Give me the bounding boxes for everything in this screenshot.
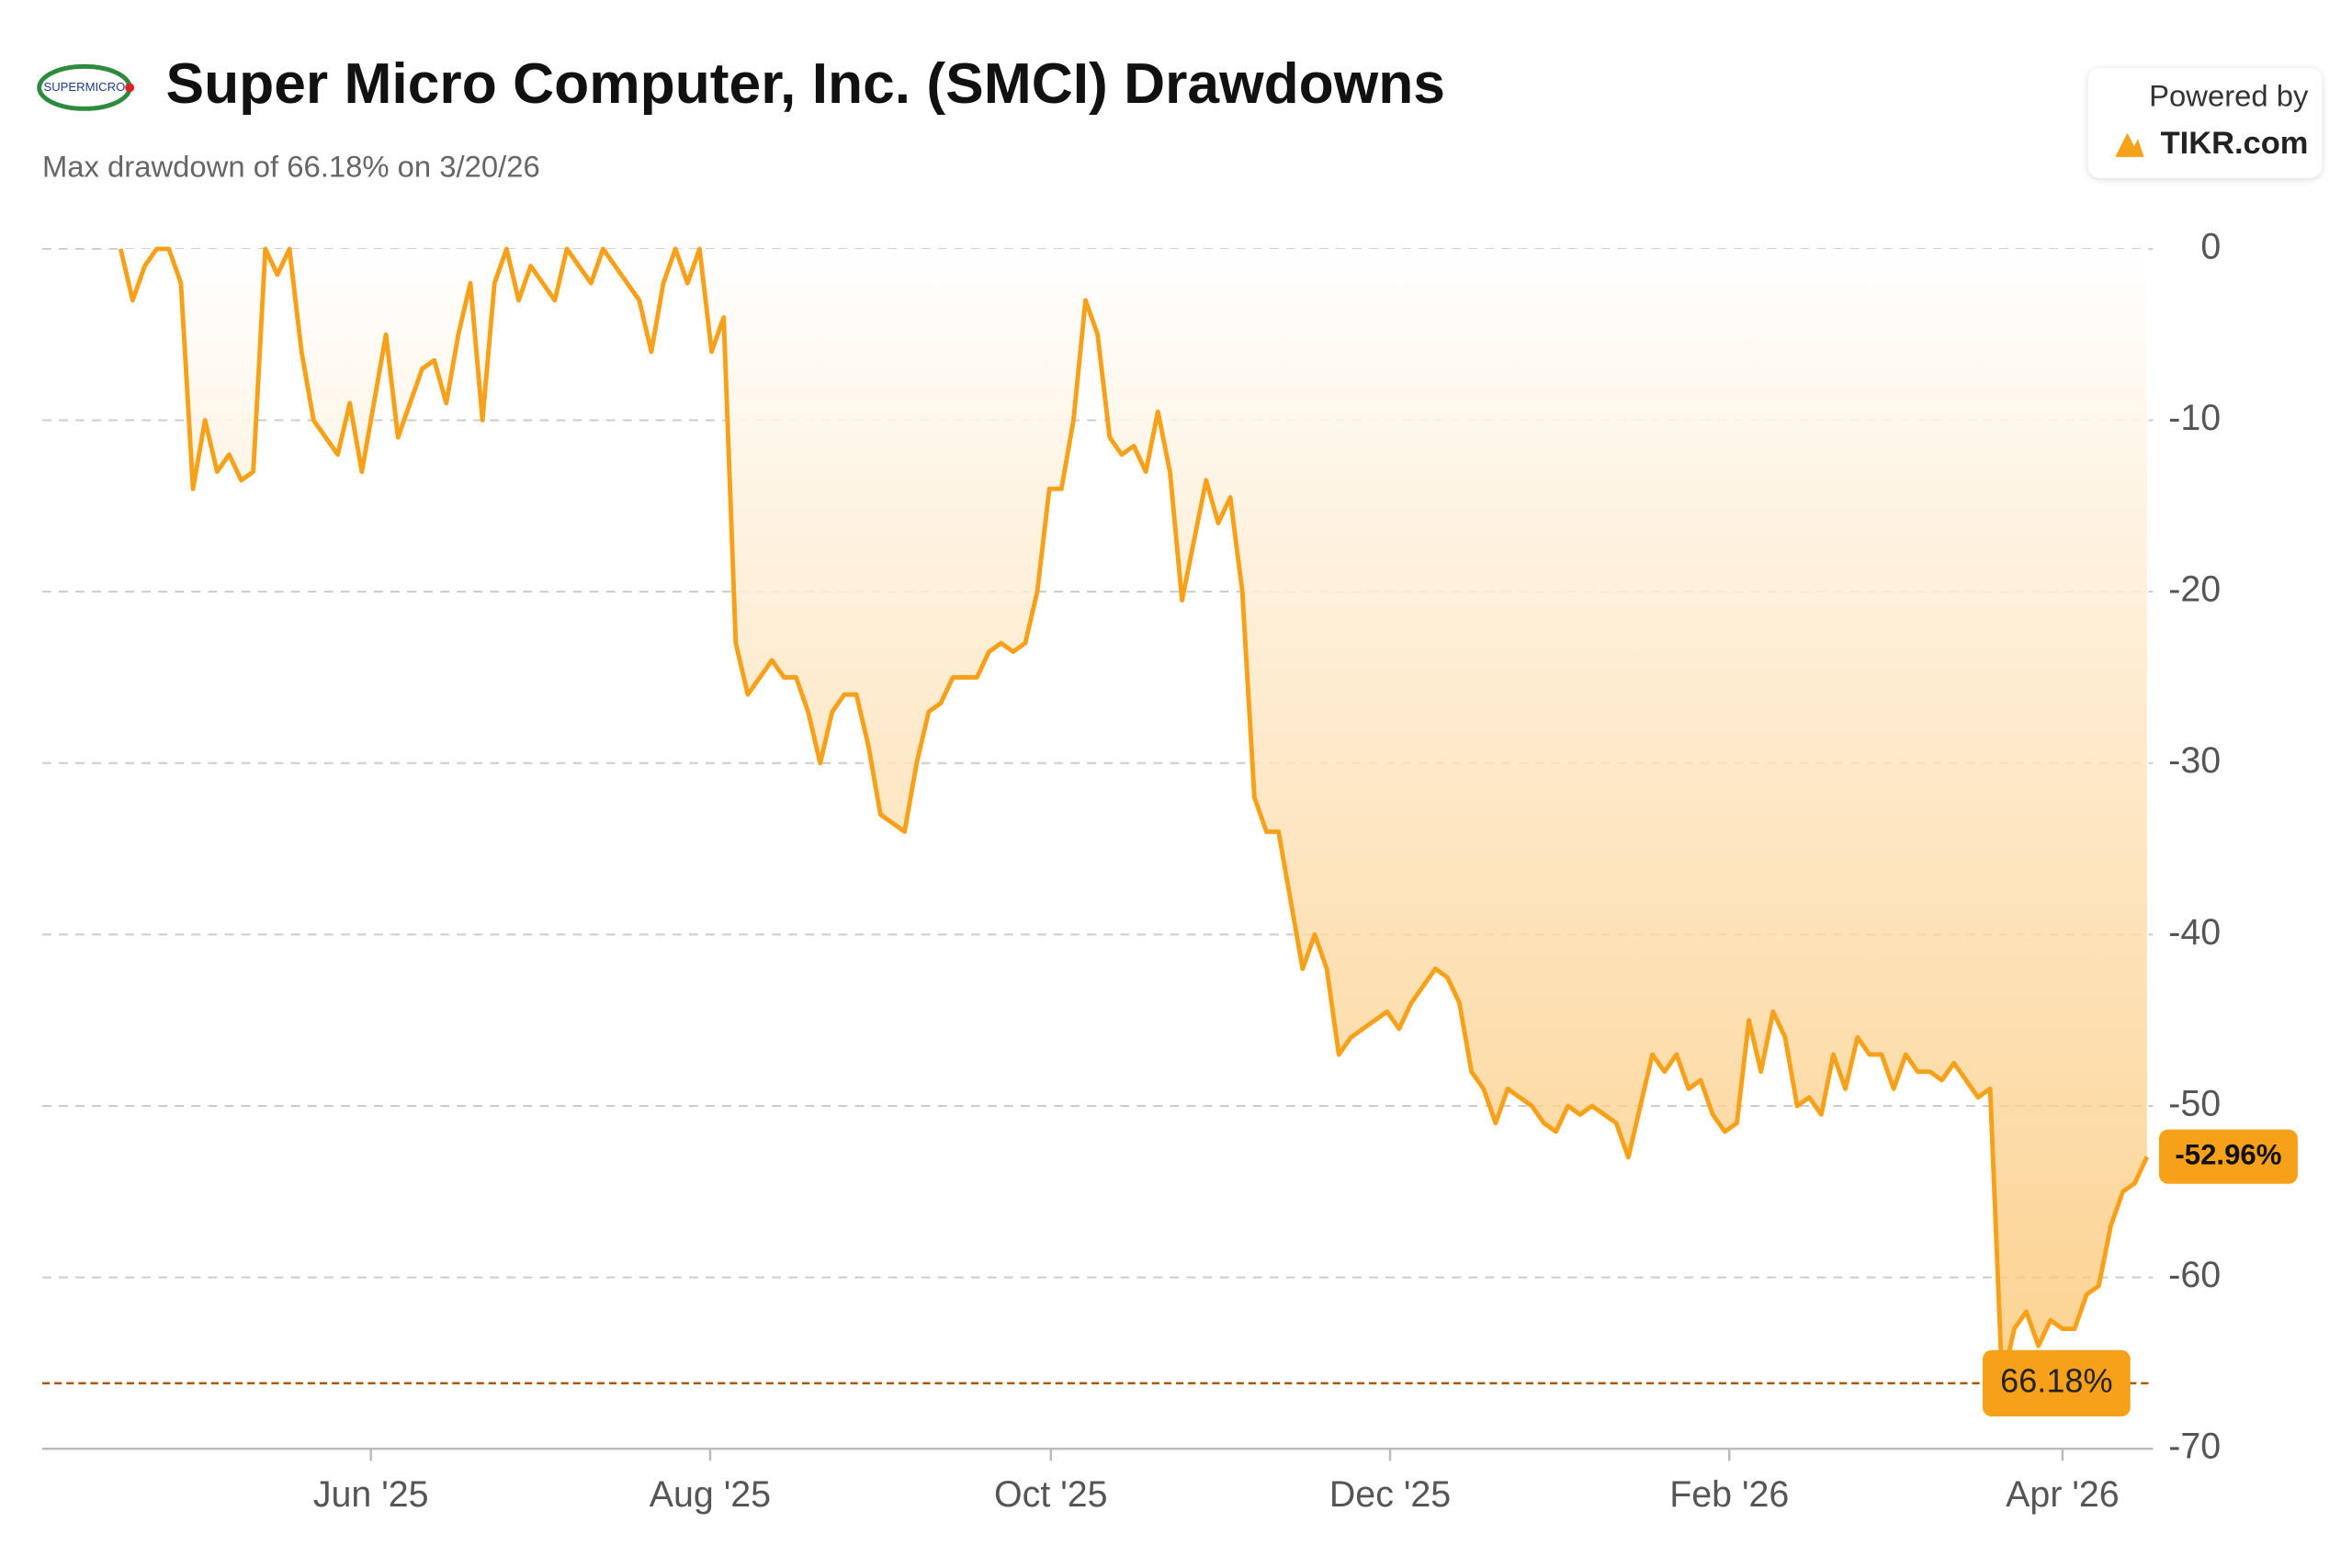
y-tick-label: -10	[2168, 398, 2221, 438]
x-tick-label: Jun '25	[313, 1474, 429, 1515]
max-drawdown-box	[1982, 1349, 2131, 1417]
provider: TIKR.com	[2161, 126, 2309, 161]
y-tick-label: -70	[2168, 1427, 2221, 1467]
y-tick-label: -50	[2168, 1083, 2221, 1123]
chart-subtitle: Max drawdown of 66.18% on 3/20/26	[42, 150, 540, 184]
area	[120, 248, 2147, 1383]
y-tick-label: 0	[2200, 226, 2221, 266]
y-tick-label: -40	[2168, 912, 2221, 953]
y-tick-label: -30	[2168, 740, 2221, 781]
max-drawdown-label: 66.18%	[2000, 1361, 2112, 1399]
value-label-box	[2158, 1129, 2298, 1184]
plot-area: 0 -10 -20 -30 -40 -50 -60 -70 Jun '25 Aug '25 Oct …	[41, 226, 2298, 1515]
x-tick-label: Dec '25	[1329, 1474, 1451, 1515]
logo-text: SUPERMICRO	[43, 80, 125, 94]
powered-by: Powered by	[2149, 79, 2309, 113]
x-tick-label: Apr '26	[2006, 1474, 2120, 1515]
x-tick-label: Aug '25	[650, 1474, 771, 1515]
tikr-icon	[2115, 132, 2144, 157]
value-label: -52.96%	[2175, 1138, 2281, 1170]
y-tick-label: -20	[2168, 570, 2221, 610]
powered-box	[2087, 68, 2323, 178]
logo-dot	[125, 83, 135, 93]
x-tick-label: Oct '25	[994, 1474, 1108, 1515]
line	[118, 246, 2150, 1386]
y-tick-label: -60	[2168, 1255, 2221, 1295]
chart-title: Super Micro Computer, Inc. (SMCI) Drawdo…	[166, 52, 1445, 116]
x-tick-label: Feb '26	[1669, 1474, 1789, 1515]
